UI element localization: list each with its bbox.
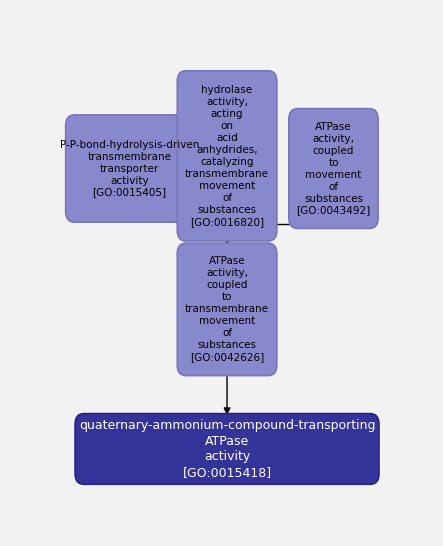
FancyBboxPatch shape xyxy=(177,243,277,376)
Text: quaternary-ammonium-compound-transporting
ATPase
activity
[GO:0015418]: quaternary-ammonium-compound-transportin… xyxy=(79,419,375,479)
FancyBboxPatch shape xyxy=(177,71,277,241)
Text: ATPase
activity,
coupled
to
transmembrane
movement
of
substances
[GO:0042626]: ATPase activity, coupled to transmembran… xyxy=(185,257,269,363)
FancyBboxPatch shape xyxy=(289,109,378,228)
FancyBboxPatch shape xyxy=(75,414,379,484)
Text: ATPase
activity,
coupled
to
movement
of
substances
[GO:0043492]: ATPase activity, coupled to movement of … xyxy=(296,122,371,216)
Text: P-P-bond-hydrolysis-driven
transmembrane
transporter
activity
[GO:0015405]: P-P-bond-hydrolysis-driven transmembrane… xyxy=(59,140,199,198)
FancyBboxPatch shape xyxy=(66,115,193,222)
Text: hydrolase
activity,
acting
on
acid
anhydrides,
catalyzing
transmembrane
movement: hydrolase activity, acting on acid anhyd… xyxy=(185,85,269,227)
